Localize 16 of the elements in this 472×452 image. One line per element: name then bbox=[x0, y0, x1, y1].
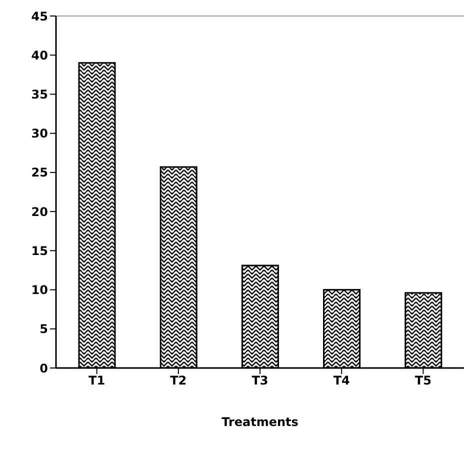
y-tick-label: 10 bbox=[31, 283, 48, 298]
x-tick-label: T4 bbox=[333, 374, 350, 388]
x-tick-label: T1 bbox=[88, 374, 106, 388]
x-axis-title: Treatments bbox=[222, 415, 298, 429]
y-tick-label: 15 bbox=[31, 244, 48, 258]
y-tick-label: 40 bbox=[31, 48, 48, 62]
y-tick-label: 0 bbox=[40, 361, 48, 376]
y-tick-label: 45 bbox=[31, 9, 48, 24]
x-tick-label: T2 bbox=[170, 374, 187, 388]
y-tick-label: 5 bbox=[40, 322, 48, 336]
x-tick-label: T5 bbox=[414, 374, 432, 388]
y-tick-label: 35 bbox=[31, 87, 48, 102]
y-tick-label: 30 bbox=[31, 126, 48, 141]
x-tick-label: T3 bbox=[252, 374, 268, 388]
y-tick-label: 20 bbox=[31, 204, 48, 219]
y-tick-label: 25 bbox=[31, 166, 48, 180]
